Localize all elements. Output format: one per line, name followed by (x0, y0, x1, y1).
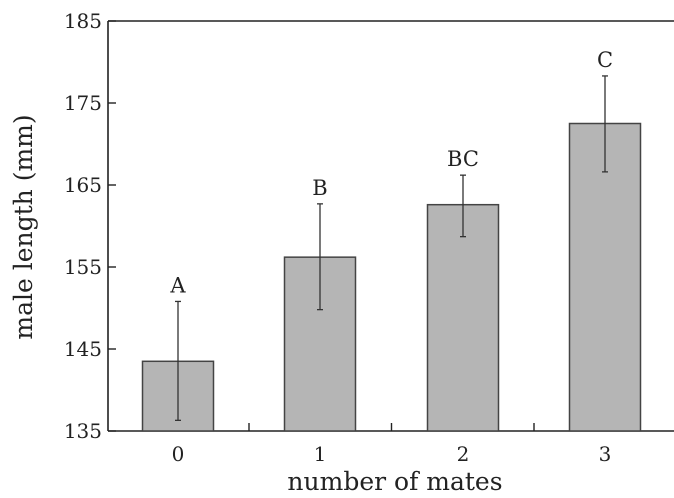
significance-label: A (169, 273, 186, 297)
y-tick-label: 175 (64, 91, 102, 115)
significance-label: C (597, 48, 613, 72)
y-tick-label: 185 (64, 9, 102, 33)
bar (426, 203, 500, 432)
y-tick-label: 165 (64, 173, 102, 197)
y-axis: 135 145 155 165 175 185 (64, 9, 116, 443)
y-tick-label: 145 (64, 337, 102, 361)
x-axis-title: number of mates (287, 467, 502, 496)
significance-labels: A B BC C (169, 48, 613, 298)
x-axis: 0 1 2 3 (172, 423, 612, 466)
x-tick-label: 2 (457, 442, 470, 466)
bar (568, 122, 642, 432)
bars (141, 122, 642, 432)
significance-label: BC (447, 147, 479, 171)
y-tick-label: 135 (64, 419, 102, 443)
y-axis-title: male length (mm) (9, 114, 38, 339)
x-tick-label: 1 (314, 442, 327, 466)
error-bars (175, 75, 608, 421)
x-tick-label: 0 (172, 442, 185, 466)
y-tick-label: 155 (64, 255, 102, 279)
significance-label: B (312, 176, 327, 200)
x-tick-label: 3 (599, 442, 612, 466)
